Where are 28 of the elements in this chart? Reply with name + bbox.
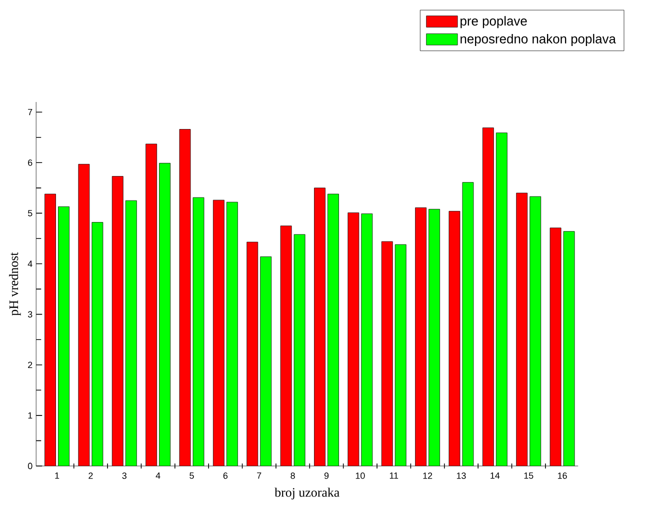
x-tick-label: 13 xyxy=(456,472,466,479)
x-tick-label: 10 xyxy=(356,472,365,479)
y-tick-label: 0 xyxy=(28,462,32,470)
x-tick-label: 4 xyxy=(156,472,160,479)
x-tick-label: 15 xyxy=(524,472,534,479)
y-tick-label: 1 xyxy=(28,412,32,419)
x-tick-label: 6 xyxy=(223,472,228,479)
x-tick-label: 11 xyxy=(390,472,398,479)
x-tick-label: 3 xyxy=(122,472,126,479)
y-tick-label: 3 xyxy=(28,311,32,318)
y-axis-title: pH vrednost xyxy=(9,252,21,316)
legend-label: pre poplave xyxy=(460,16,527,28)
x-tick-label: 14 xyxy=(490,472,500,479)
x-tick-label: 16 xyxy=(558,472,567,479)
y-tick-label: 7 xyxy=(28,109,32,116)
y-tick-label: 6 xyxy=(28,159,32,166)
x-axis-title: broj uzoraka xyxy=(274,488,340,500)
legend-label: neposredno nakon poplava xyxy=(460,34,616,46)
x-tick-label: 1 xyxy=(55,472,60,479)
x-tick-label: 9 xyxy=(324,472,329,479)
y-tick-label: 5 xyxy=(28,210,32,216)
x-tick-label: 7 xyxy=(257,472,262,479)
x-tick-label: 2 xyxy=(88,472,93,479)
x-tick-label: 5 xyxy=(190,472,194,479)
y-tick-label: 4 xyxy=(28,260,32,267)
x-tick-label: 12 xyxy=(423,472,432,479)
x-tick-label: 8 xyxy=(290,472,295,479)
y-tick-label: 2 xyxy=(28,362,32,368)
